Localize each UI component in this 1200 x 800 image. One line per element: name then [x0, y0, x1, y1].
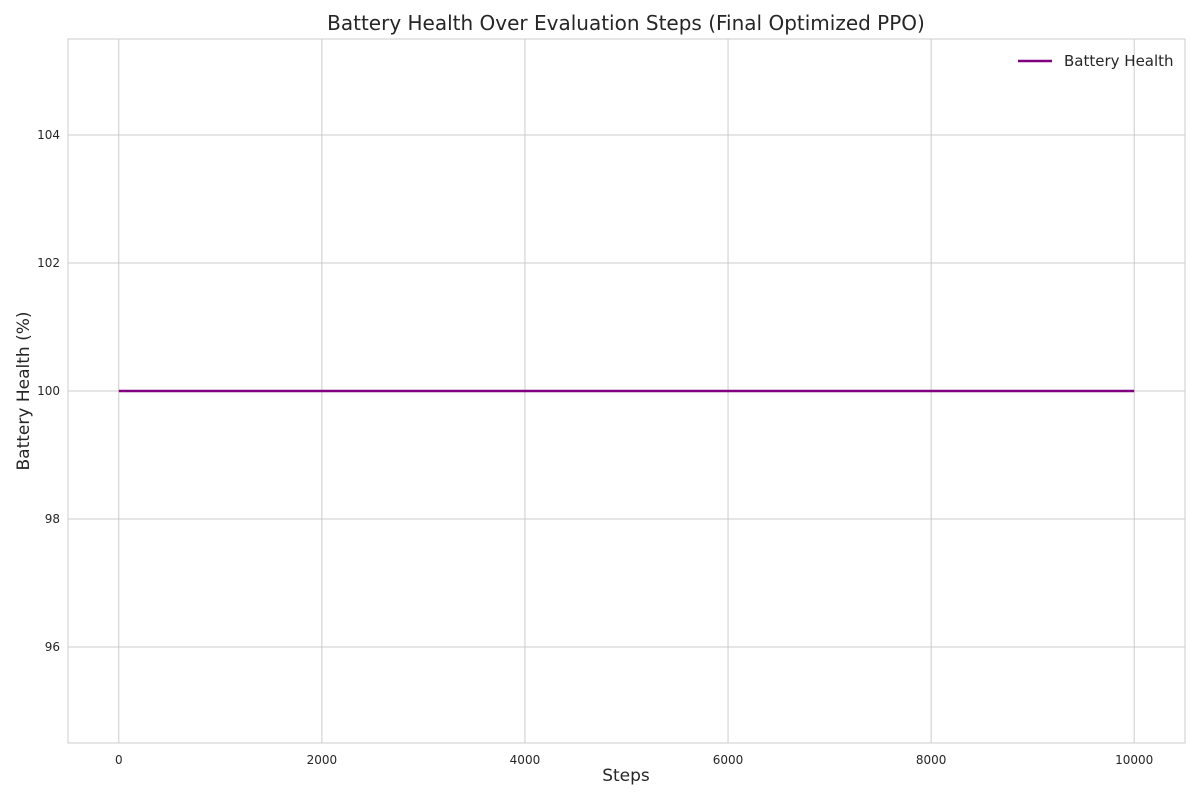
y-tick-label: 102 [37, 256, 60, 270]
legend-label-battery-health: Battery Health [1064, 52, 1174, 70]
x-tick-label: 8000 [916, 753, 947, 767]
x-axis-label: Steps [602, 766, 650, 786]
legend: Battery Health [1018, 52, 1174, 70]
plot-area-frame [67, 38, 1186, 744]
y-axis-label: Battery Health (%) [14, 312, 34, 471]
y-tick-label: 100 [37, 384, 60, 398]
y-tick-label: 98 [45, 512, 60, 526]
x-tick-label: 0 [115, 753, 123, 767]
chart-title: Battery Health Over Evaluation Steps (Fi… [327, 11, 925, 35]
x-tick-label: 2000 [307, 753, 338, 767]
x-tick-label: 4000 [510, 753, 541, 767]
y-tick-label: 104 [37, 128, 60, 142]
x-axis-ticks: 0 2000 4000 6000 8000 10000 [115, 753, 1153, 767]
y-axis-ticks: 96 98 100 102 104 [37, 128, 60, 654]
x-tick-label: 6000 [713, 753, 744, 767]
x-tick-label: 10000 [1115, 753, 1153, 767]
y-tick-label: 96 [45, 640, 60, 654]
